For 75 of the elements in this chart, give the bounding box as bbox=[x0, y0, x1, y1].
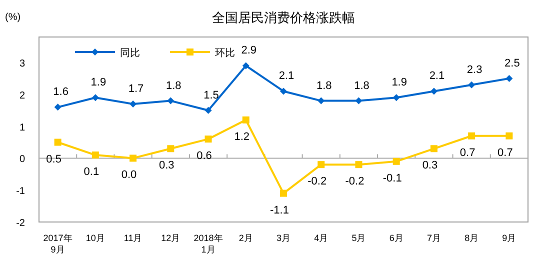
x-tick-label: 12月 bbox=[161, 233, 180, 243]
y-tick-label: -1 bbox=[16, 186, 26, 198]
data-label: -0.1 bbox=[382, 172, 402, 184]
data-label: 2.9 bbox=[241, 44, 257, 57]
point bbox=[242, 62, 250, 70]
point bbox=[130, 154, 137, 162]
x-tick-label: 6月 bbox=[389, 233, 404, 243]
point bbox=[242, 116, 250, 124]
x-tick-label: 7月 bbox=[426, 233, 441, 243]
data-label: 2.1 bbox=[429, 70, 445, 82]
data-label: 1.5 bbox=[204, 89, 219, 102]
x-tick-label: 10月 bbox=[86, 233, 105, 243]
point bbox=[392, 158, 400, 165]
data-label: 0.0 bbox=[121, 169, 137, 182]
y-tick-label: 0 bbox=[19, 154, 26, 166]
x-tick-label: 9月 bbox=[502, 233, 516, 243]
x-tick-label: 8月 bbox=[464, 233, 479, 243]
data-label: 1.8 bbox=[166, 80, 182, 92]
data-label: 1.9 bbox=[392, 76, 407, 89]
point bbox=[92, 152, 99, 159]
x-tick-label: 11月 bbox=[124, 233, 142, 243]
x-tick-label: 5月 bbox=[352, 233, 366, 243]
data-label: 2.5 bbox=[504, 57, 520, 70]
data-label: 0.7 bbox=[460, 146, 476, 159]
data-label: -0.2 bbox=[308, 176, 327, 188]
y-axis-title: (%) bbox=[5, 12, 21, 23]
point bbox=[167, 145, 174, 152]
data-label: 0.6 bbox=[196, 150, 212, 162]
data-label: 0.3 bbox=[422, 160, 438, 172]
point bbox=[204, 106, 212, 114]
data-label: 2.1 bbox=[278, 70, 294, 82]
point bbox=[130, 100, 137, 108]
point bbox=[318, 97, 325, 104]
point bbox=[355, 161, 362, 168]
y-tick-label: 2 bbox=[19, 90, 26, 102]
data-label: 0.3 bbox=[159, 160, 174, 172]
data-label: 1.6 bbox=[53, 86, 68, 98]
y-tick-label: 1 bbox=[19, 122, 26, 134]
point bbox=[318, 161, 325, 168]
data-label: 0.5 bbox=[46, 153, 62, 166]
point bbox=[54, 104, 62, 111]
point bbox=[468, 132, 476, 140]
data-label: 1.8 bbox=[354, 80, 370, 92]
point bbox=[506, 132, 513, 140]
data-label: 0.1 bbox=[84, 166, 100, 178]
data-label: 1.8 bbox=[316, 80, 332, 92]
data-label: 1.9 bbox=[90, 76, 106, 89]
point bbox=[92, 94, 99, 102]
y-tick-label: 3 bbox=[19, 58, 26, 70]
point bbox=[355, 97, 362, 104]
data-label: -1.1 bbox=[270, 204, 289, 216]
data-label: 0.7 bbox=[498, 146, 513, 159]
point bbox=[204, 136, 212, 143]
data-label: 1.2 bbox=[234, 130, 250, 143]
data-label: 1.7 bbox=[128, 82, 144, 95]
point bbox=[280, 88, 287, 95]
data-label: -0.2 bbox=[345, 176, 364, 188]
y-tick-label: -2 bbox=[16, 218, 26, 229]
point bbox=[392, 94, 400, 102]
point bbox=[280, 190, 287, 197]
data-label: 2.3 bbox=[466, 64, 482, 76]
x-tick-label: 2018年 1月 bbox=[194, 233, 223, 254]
point bbox=[430, 88, 438, 95]
point bbox=[430, 145, 438, 152]
legend-label: 同比 bbox=[120, 47, 140, 59]
legend-label: 环比 bbox=[215, 47, 235, 59]
point bbox=[54, 138, 62, 146]
chart-title: 全国居民消费价格涨跌幅 bbox=[212, 10, 355, 25]
point bbox=[167, 97, 174, 104]
x-tick-label: 4月 bbox=[314, 233, 328, 243]
x-tick-label: 2017年 9月 bbox=[43, 233, 72, 254]
point bbox=[468, 81, 476, 88]
x-tick-label: 3月 bbox=[276, 233, 291, 243]
point bbox=[506, 74, 513, 82]
x-tick-label: 2月 bbox=[238, 233, 253, 243]
